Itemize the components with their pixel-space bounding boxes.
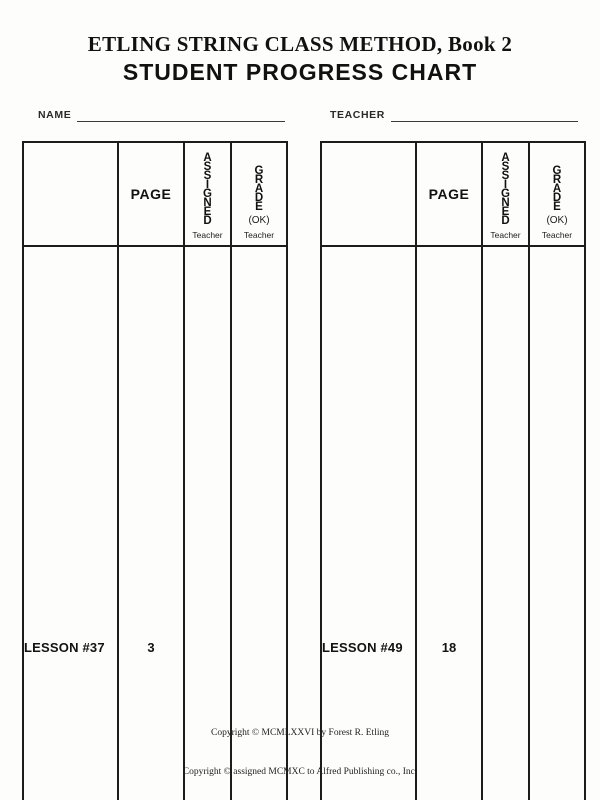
page-header: PAGE [117, 141, 185, 247]
teacher-blank-line [390, 108, 578, 122]
grade-cell [230, 245, 288, 800]
copyright-block: Copyright © MCMLXXVI by Forest R. Etling… [0, 701, 600, 800]
page-header: PAGE [415, 141, 483, 247]
assigned-cell [481, 245, 530, 800]
grade-ok-label: (OK) [248, 215, 270, 226]
fill-in-fields: NAME TEACHER [0, 108, 600, 128]
teacher-label: TEACHER [330, 109, 385, 121]
assigned-teacher-sublabel: Teacher [490, 230, 521, 240]
grade-header-word: G R A D E [552, 165, 562, 213]
grade-header-word: G R A D E [254, 165, 264, 213]
tables-wrap: PAGE A S S I G N E D Teacher G R A D E (… [22, 141, 586, 800]
teacher-field: TEACHER [330, 108, 578, 122]
name-blank-line [77, 108, 285, 122]
progress-table-left: PAGE A S S I G N E D Teacher G R A D E (… [22, 141, 288, 800]
assigned-header-word: A S S I G N E D [203, 152, 212, 227]
grade-teacher-sublabel: Teacher [243, 230, 275, 240]
lesson-label: LESSON #37 [22, 245, 119, 800]
copyright-line-2: Copyright © assigned MCMXC to Alfred Pub… [182, 767, 418, 777]
title-block: ETLING STRING CLASS METHOD, Book 2 STUDE… [0, 32, 600, 86]
grade-header: G R A D E (OK) Teacher [230, 141, 288, 247]
grade-ok-label: (OK) [546, 215, 568, 226]
lesson-header-empty [320, 141, 417, 247]
page-number: 3 [117, 245, 185, 800]
grade-teacher-sublabel: Teacher [541, 230, 573, 240]
assigned-header-word: A S S I G N E D [501, 152, 510, 227]
name-label: NAME [38, 109, 72, 121]
lesson-row: LESSON #37 3 [22, 245, 288, 800]
copyright-line-1: Copyright © MCMLXXVI by Forest R. Etling [211, 728, 389, 738]
lesson-header-empty [22, 141, 119, 247]
assigned-header: A S S I G N E D Teacher [183, 141, 232, 247]
book-title: ETLING STRING CLASS METHOD, Book 2 [87, 32, 513, 56]
page-number: 18 [415, 245, 483, 800]
table-header-row: PAGE A S S I G N E D Teacher G R A D E (… [22, 141, 288, 247]
page-title: STUDENT PROGRESS CHART [122, 59, 478, 85]
lesson-row: LESSON #49 18 [320, 245, 586, 800]
lesson-label: LESSON #49 [320, 245, 417, 800]
assigned-cell [183, 245, 232, 800]
table-header-row: PAGE A S S I G N E D Teacher G R A D E (… [320, 141, 586, 247]
assigned-header: A S S I G N E D Teacher [481, 141, 530, 247]
grade-header: G R A D E (OK) Teacher [528, 141, 586, 247]
name-field: NAME [38, 108, 285, 122]
grade-cell [528, 245, 586, 800]
assigned-teacher-sublabel: Teacher [192, 230, 223, 240]
progress-table-right: PAGE A S S I G N E D Teacher G R A D E (… [320, 141, 586, 800]
